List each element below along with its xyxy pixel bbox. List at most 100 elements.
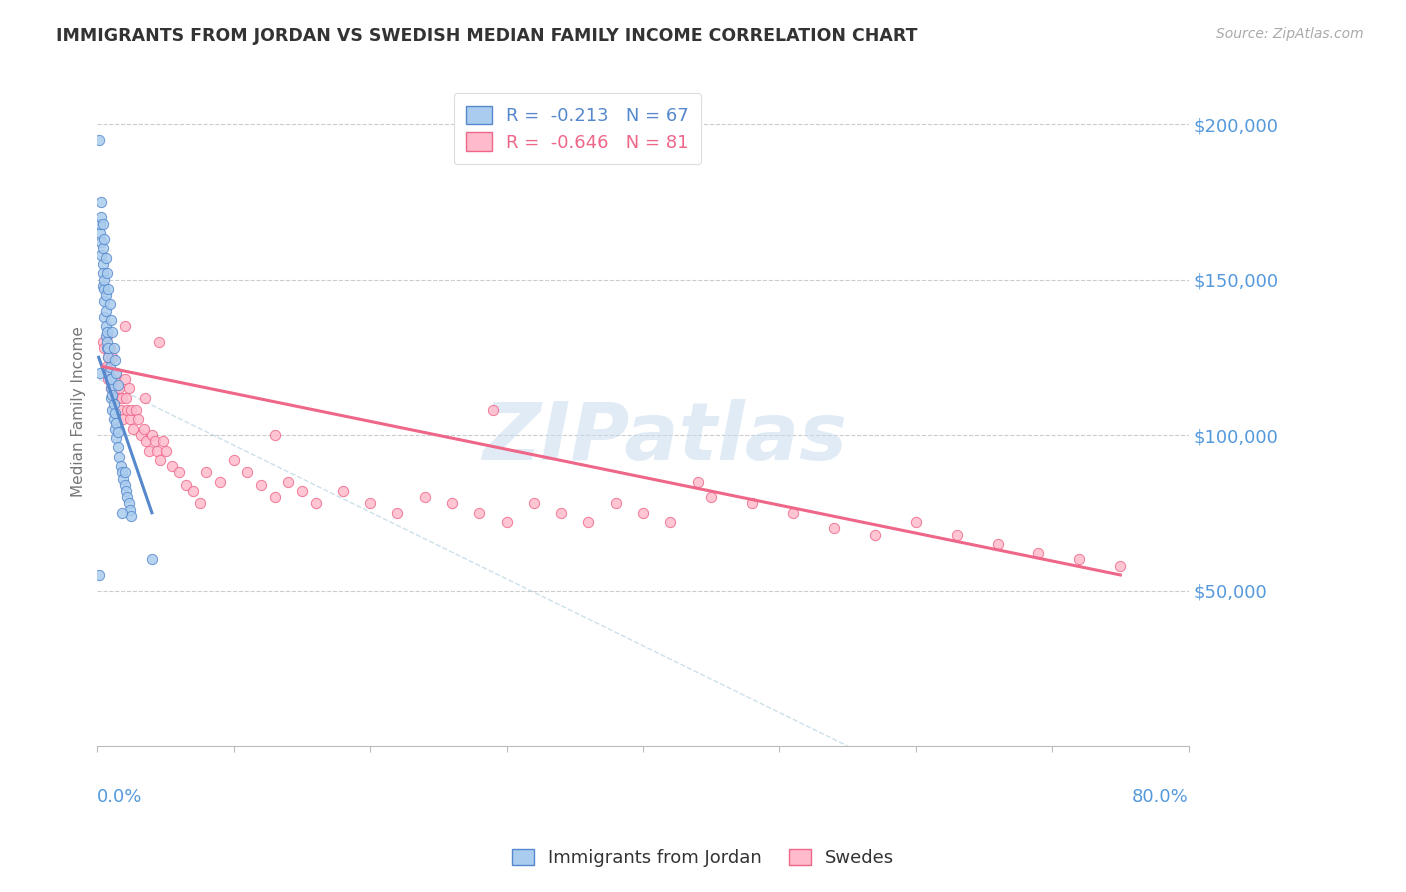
Point (91, 334, 114, 349)
Point (96, 266, 118, 280)
Point (277, 475, 299, 489)
Point (105, 366, 128, 380)
Point (120, 403, 142, 417)
Point (209, 475, 232, 489)
Text: IMMIGRANTS FROM JORDAN VS SWEDISH MEDIAN FAMILY INCOME CORRELATION CHART: IMMIGRANTS FROM JORDAN VS SWEDISH MEDIAN… (56, 27, 918, 45)
Point (523, 496, 546, 510)
Point (111, 391, 134, 405)
Point (631, 506, 654, 520)
Point (236, 466, 259, 480)
Point (90, 235, 112, 250)
Point (93, 341, 115, 355)
Point (782, 506, 804, 520)
Point (101, 351, 124, 365)
Point (146, 443, 169, 458)
Point (152, 434, 174, 449)
Point (97, 351, 120, 365)
Point (96, 334, 118, 349)
Point (108, 381, 131, 395)
Point (104, 353, 127, 368)
Point (103, 341, 125, 355)
Point (87, 568, 110, 582)
Point (90, 248, 112, 262)
Point (143, 434, 166, 449)
Text: 0.0%: 0.0% (97, 788, 143, 805)
Y-axis label: Median Family Income: Median Family Income (72, 326, 86, 497)
Point (100, 381, 122, 395)
Point (118, 496, 141, 510)
Point (1069, 552, 1091, 566)
Point (117, 403, 139, 417)
Point (87, 133, 110, 147)
Point (105, 366, 128, 380)
Point (96, 326, 118, 340)
Point (863, 527, 886, 541)
Point (100, 366, 122, 380)
Point (1028, 546, 1050, 560)
Point (89, 366, 111, 380)
Point (141, 428, 163, 442)
Point (387, 506, 409, 520)
Point (359, 496, 381, 510)
Point (945, 527, 967, 541)
Point (98, 341, 121, 355)
Point (101, 326, 124, 340)
Point (700, 490, 723, 504)
Point (550, 506, 572, 520)
Point (112, 472, 135, 486)
Point (91, 278, 114, 293)
Point (97, 351, 120, 365)
Point (440, 496, 463, 510)
Point (111, 506, 134, 520)
Point (129, 428, 152, 442)
Point (93, 272, 115, 286)
Point (98, 372, 121, 386)
Point (94, 359, 117, 374)
Point (97, 366, 120, 380)
Point (104, 422, 127, 436)
Point (148, 334, 170, 349)
Point (134, 391, 156, 405)
Point (94, 319, 117, 334)
Text: Source: ZipAtlas.com: Source: ZipAtlas.com (1216, 27, 1364, 41)
Point (741, 496, 763, 510)
Point (103, 372, 125, 386)
Point (104, 381, 127, 395)
Point (141, 552, 163, 566)
Point (132, 422, 155, 436)
Point (115, 391, 138, 405)
Point (823, 521, 845, 535)
Point (138, 443, 160, 458)
Point (94, 328, 117, 343)
Point (149, 453, 172, 467)
Point (111, 466, 134, 480)
Point (101, 403, 124, 417)
Point (495, 515, 517, 529)
Point (468, 506, 491, 520)
Point (135, 434, 157, 449)
Point (114, 477, 136, 491)
Point (263, 428, 285, 442)
Legend: Immigrants from Jordan, Swedes: Immigrants from Jordan, Swedes (505, 841, 901, 874)
Point (576, 515, 599, 529)
Point (118, 381, 141, 395)
Point (304, 496, 326, 510)
Point (291, 483, 314, 498)
Point (120, 508, 142, 523)
Text: 80.0%: 80.0% (1132, 788, 1188, 805)
Point (94, 288, 117, 302)
Point (127, 412, 149, 426)
Point (98, 359, 121, 374)
Point (107, 391, 129, 405)
Point (181, 483, 204, 498)
Point (100, 391, 122, 405)
Point (91, 217, 114, 231)
Point (101, 387, 124, 401)
Point (97, 282, 120, 296)
Point (120, 502, 142, 516)
Point (250, 477, 273, 491)
Point (90, 194, 112, 209)
Point (195, 466, 218, 480)
Point (263, 490, 285, 504)
Point (107, 425, 129, 439)
